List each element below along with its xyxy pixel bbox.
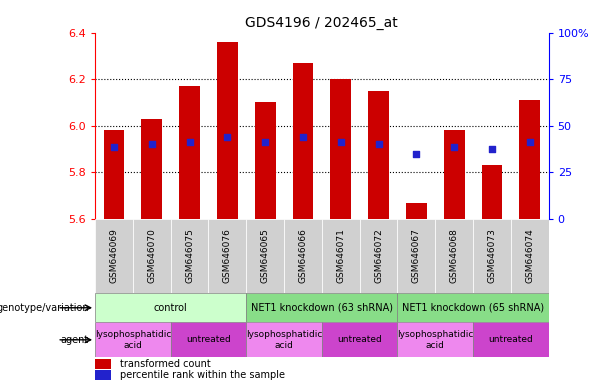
Text: GSM646068: GSM646068: [449, 228, 459, 283]
Point: [223, 134, 232, 141]
Bar: [519, 100, 540, 219]
Text: GSM646065: GSM646065: [261, 228, 270, 283]
Text: untreated: untreated: [489, 335, 533, 344]
Point: [336, 139, 346, 145]
Bar: [255, 103, 275, 219]
Text: GSM646073: GSM646073: [487, 228, 497, 283]
Point: [373, 141, 384, 147]
Bar: [95, 370, 111, 380]
Bar: [95, 359, 111, 369]
Text: transformed count: transformed count: [120, 359, 211, 369]
FancyBboxPatch shape: [170, 219, 208, 293]
FancyBboxPatch shape: [473, 219, 511, 293]
Text: genotype/variation: genotype/variation: [0, 303, 89, 313]
Text: GSM646075: GSM646075: [185, 228, 194, 283]
Bar: [104, 131, 124, 219]
Text: percentile rank within the sample: percentile rank within the sample: [120, 370, 285, 380]
FancyBboxPatch shape: [95, 293, 246, 322]
Text: NET1 knockdown (63 shRNA): NET1 knockdown (63 shRNA): [251, 303, 393, 313]
Text: GSM646076: GSM646076: [223, 228, 232, 283]
FancyBboxPatch shape: [511, 219, 549, 293]
Text: GSM646069: GSM646069: [109, 228, 118, 283]
FancyBboxPatch shape: [435, 219, 473, 293]
Text: untreated: untreated: [337, 335, 382, 344]
FancyBboxPatch shape: [246, 293, 397, 322]
Text: GSM646072: GSM646072: [374, 228, 383, 283]
Text: lysophosphatidic
acid: lysophosphatidic acid: [397, 330, 473, 349]
FancyBboxPatch shape: [95, 322, 170, 358]
FancyBboxPatch shape: [133, 219, 170, 293]
Bar: [292, 63, 313, 219]
FancyBboxPatch shape: [246, 322, 322, 358]
FancyBboxPatch shape: [397, 293, 549, 322]
FancyBboxPatch shape: [95, 219, 133, 293]
FancyBboxPatch shape: [322, 219, 360, 293]
Point: [411, 151, 421, 157]
FancyBboxPatch shape: [397, 219, 435, 293]
Bar: [330, 79, 351, 219]
FancyBboxPatch shape: [246, 219, 284, 293]
FancyBboxPatch shape: [208, 219, 246, 293]
Text: untreated: untreated: [186, 335, 231, 344]
Point: [147, 141, 156, 147]
Text: GSM646067: GSM646067: [412, 228, 421, 283]
Bar: [368, 91, 389, 219]
Bar: [179, 86, 200, 219]
Text: lysophosphatidic
acid: lysophosphatidic acid: [94, 330, 171, 349]
FancyBboxPatch shape: [322, 322, 397, 358]
Text: GSM646070: GSM646070: [147, 228, 156, 283]
Point: [525, 139, 535, 145]
Bar: [444, 131, 465, 219]
Text: control: control: [154, 303, 188, 313]
FancyBboxPatch shape: [473, 322, 549, 358]
Bar: [406, 202, 427, 219]
Point: [449, 144, 459, 150]
Point: [298, 134, 308, 141]
Text: NET1 knockdown (65 shRNA): NET1 knockdown (65 shRNA): [402, 303, 544, 313]
Bar: [217, 42, 238, 219]
Text: GSM646074: GSM646074: [525, 228, 535, 283]
Bar: [482, 165, 502, 219]
FancyBboxPatch shape: [284, 219, 322, 293]
FancyBboxPatch shape: [360, 219, 397, 293]
Bar: [142, 119, 162, 219]
Title: GDS4196 / 202465_at: GDS4196 / 202465_at: [245, 16, 398, 30]
Text: GSM646066: GSM646066: [299, 228, 308, 283]
Point: [487, 146, 497, 152]
Point: [185, 139, 194, 145]
Text: agent: agent: [61, 335, 89, 345]
Point: [109, 144, 119, 150]
Point: [260, 139, 270, 145]
FancyBboxPatch shape: [170, 322, 246, 358]
Text: GSM646071: GSM646071: [336, 228, 345, 283]
FancyBboxPatch shape: [397, 322, 473, 358]
Text: lysophosphatidic
acid: lysophosphatidic acid: [246, 330, 322, 349]
